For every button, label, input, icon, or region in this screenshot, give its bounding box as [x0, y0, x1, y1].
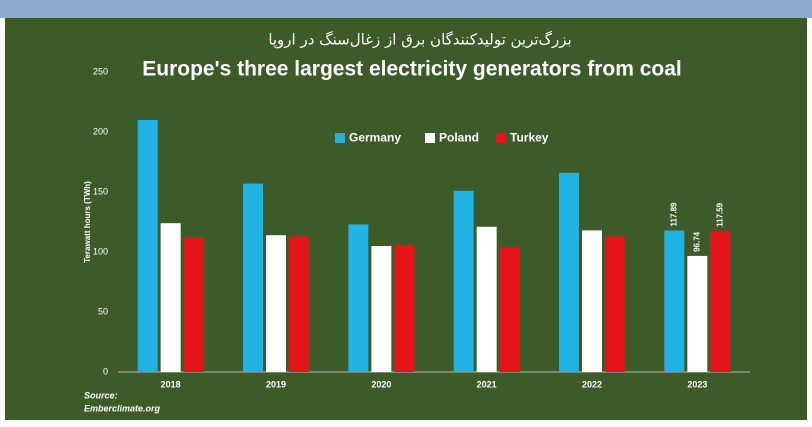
x-tick-label: 2018: [161, 379, 181, 389]
bar: [266, 235, 286, 372]
value-label: 117.89: [669, 202, 678, 227]
legend-label: Turkey: [510, 131, 549, 145]
x-tick-label: 2021: [477, 379, 497, 389]
y-tick-label: 200: [93, 126, 108, 136]
bar: [348, 224, 369, 372]
x-tick-label: 2020: [371, 379, 391, 389]
y-tick-label: 100: [93, 246, 108, 256]
legend-label: Germany: [349, 131, 401, 145]
bar: [137, 120, 158, 372]
bar: [582, 230, 602, 372]
bar: [183, 237, 204, 372]
bar: [559, 172, 579, 372]
legend-label: Poland: [439, 131, 479, 145]
y-tick-label: 150: [93, 186, 108, 196]
source-label: Source:: [84, 390, 118, 400]
x-tick-label: 2022: [582, 379, 602, 389]
y-axis-label: Terawatt hours (TWh): [83, 181, 92, 263]
y-tick-label: 0: [103, 366, 108, 376]
top-strip: [0, 0, 812, 18]
value-label: 96.74: [692, 231, 701, 252]
bar: [605, 236, 625, 372]
bar: [371, 246, 392, 372]
bar: [476, 226, 497, 372]
bar: [243, 183, 263, 372]
legend-swatch: [335, 133, 345, 143]
y-tick-label: 50: [98, 306, 108, 316]
bar: [710, 230, 731, 372]
bar: [453, 190, 474, 372]
bar: [394, 244, 415, 372]
legend-swatch: [425, 133, 435, 143]
bar: [499, 247, 520, 372]
bar: [687, 255, 708, 372]
chart-title: Europe's three largest electricity gener…: [142, 58, 682, 81]
bar: [160, 223, 181, 372]
value-label: 117.59: [715, 202, 724, 227]
x-tick-label: 2023: [687, 379, 707, 389]
chart-subtitle: بزرگ‌ترین تولیدکنندگان برق از زغال‌سنگ د…: [268, 31, 571, 50]
bar: [289, 236, 309, 372]
legend-swatch: [496, 133, 506, 143]
source-text: Emberclimate.org: [84, 403, 161, 413]
bar: [664, 230, 685, 372]
x-tick-label: 2019: [266, 379, 286, 389]
y-tick-label: 250: [93, 66, 108, 76]
